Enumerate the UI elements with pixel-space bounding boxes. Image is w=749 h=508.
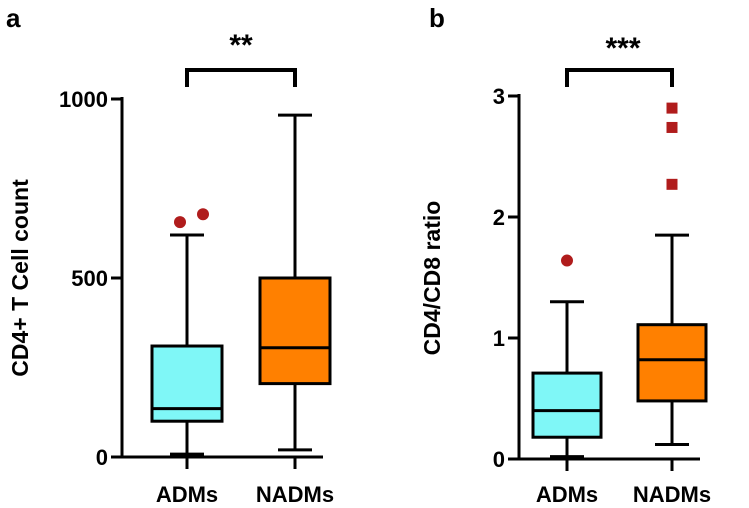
outlier-point (197, 208, 209, 221)
y-tick-label: 0 (96, 445, 108, 470)
y-axis-title-a: CD4+ T Cell count (7, 179, 33, 377)
iqr-box (636, 323, 708, 403)
y-axis-title-b: CD4/CD8 ratio (419, 201, 445, 356)
outlier-point (666, 178, 678, 190)
box-adms (531, 254, 603, 459)
box-adms (150, 208, 224, 456)
y-tick-label: 3 (493, 84, 505, 109)
panel-label-b: b (429, 3, 445, 33)
outlier-point (561, 254, 573, 267)
panel-a-box-plot: a CD4+ T Cell count ** 0 500 1000 ADMs NADMs (6, 3, 334, 507)
outlier-point (666, 102, 678, 114)
significance-bracket (565, 68, 674, 87)
x-tick-label: ADMs (536, 482, 598, 507)
y-tick-label: 500 (71, 266, 108, 291)
panel-b-box-plot: b CD4/CD8 ratio *** 0 1 2 3 ADMs NADMs (419, 3, 711, 507)
iqr-box (531, 371, 603, 439)
y-tick-label: 1000 (59, 87, 108, 112)
outlier-point (666, 121, 678, 133)
significance-label-a: ** (229, 29, 253, 62)
y-tick-label: 0 (493, 447, 505, 472)
iqr-box (258, 276, 332, 386)
outlier-point (174, 216, 186, 229)
x-tick-label: NADMs (256, 482, 334, 507)
box-nadms (258, 113, 332, 452)
significance-label-b: *** (605, 32, 640, 65)
panel-label-a: a (6, 3, 21, 33)
y-tick-label: 1 (493, 326, 505, 351)
y-tick-label: 2 (493, 205, 505, 230)
significance-bracket (185, 68, 297, 87)
box-nadms (636, 102, 708, 446)
x-tick-label: ADMs (156, 482, 218, 507)
x-tick-label: NADMs (633, 482, 711, 507)
